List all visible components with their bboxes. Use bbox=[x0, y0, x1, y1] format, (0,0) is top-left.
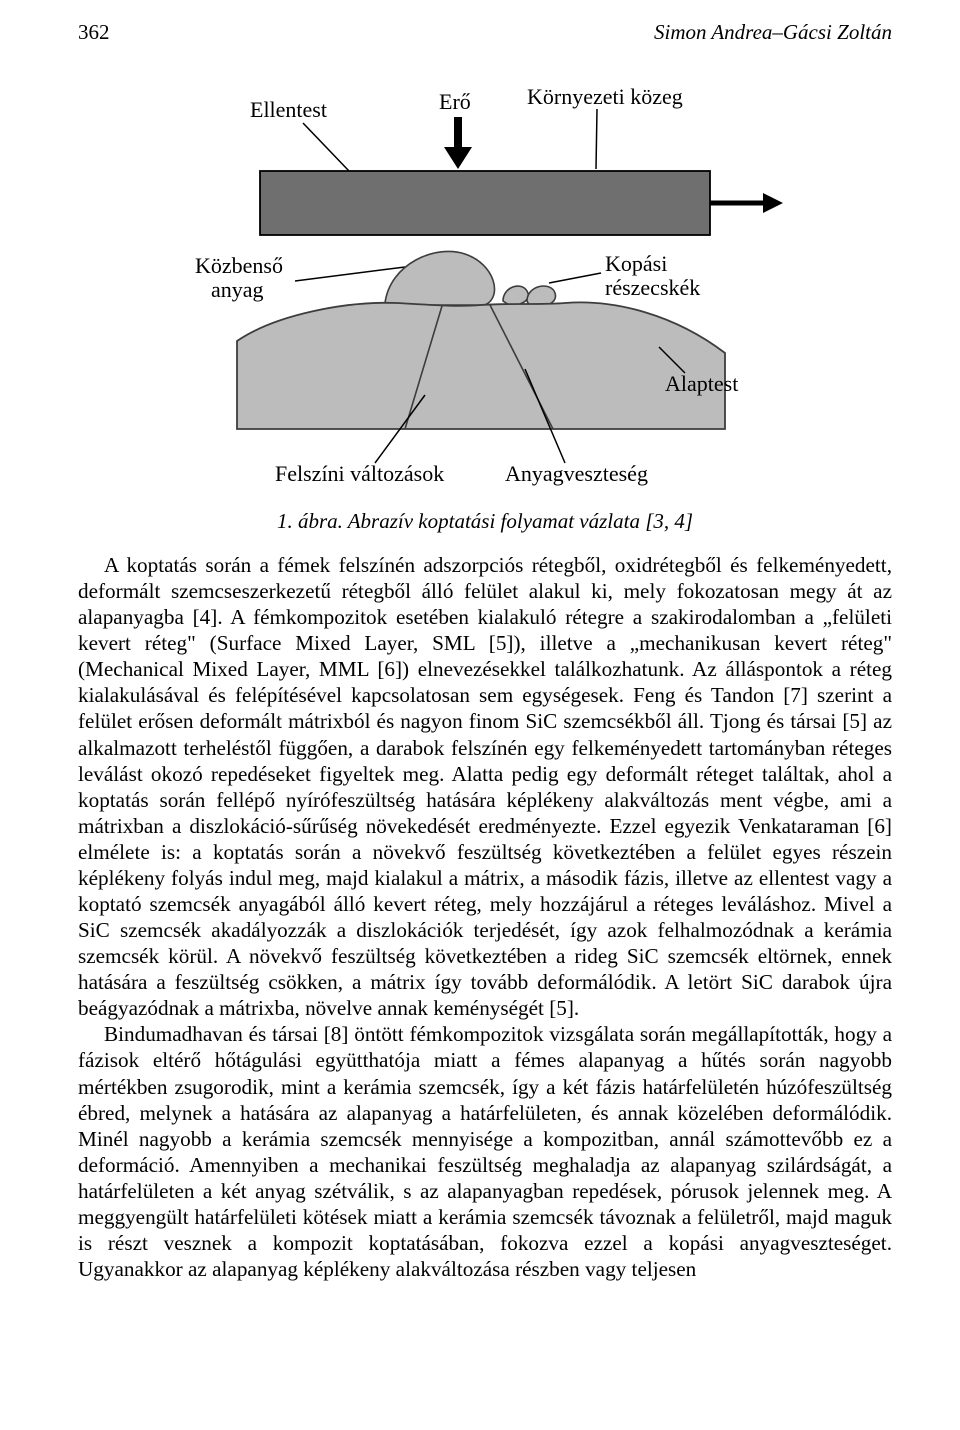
force-arrow bbox=[444, 117, 472, 169]
debris-1 bbox=[503, 286, 528, 305]
leader-kornyezeti bbox=[596, 109, 597, 169]
figure-wrap: Ellentest Erő Környezeti közeg Közbenső … bbox=[78, 69, 892, 499]
paragraph-1: A koptatás során a fémek felszínén adszo… bbox=[78, 552, 892, 1021]
motion-arrow bbox=[710, 193, 783, 213]
alaptest-shape bbox=[237, 302, 725, 429]
page-number: 362 bbox=[78, 20, 110, 45]
label-alaptest: Alaptest bbox=[665, 371, 738, 396]
label-ellentest: Ellentest bbox=[250, 97, 327, 122]
label-ero: Erő bbox=[439, 89, 471, 114]
label-kopasi-l2: részecskék bbox=[605, 275, 700, 300]
paragraph-2: Bindumadhavan és társai [8] öntött fémko… bbox=[78, 1021, 892, 1282]
author-name: Simon Andrea–Gácsi Zoltán bbox=[654, 20, 892, 45]
label-kopasi-l1: Kopási bbox=[605, 251, 667, 276]
label-kornyezeti-kozeg: Környezeti közeg bbox=[527, 84, 683, 109]
ellentest-block bbox=[260, 171, 710, 235]
leader-kopasi bbox=[549, 273, 601, 283]
label-anyagveszteseg: Anyagveszteség bbox=[505, 461, 648, 486]
wear-diagram: Ellentest Erő Környezeti közeg Közbenső … bbox=[165, 69, 805, 499]
leader-kozbenso bbox=[295, 267, 405, 281]
label-kozbenso-l2: anyag bbox=[211, 277, 264, 302]
figure-caption: 1. ábra. Abrazív koptatási folyamat vázl… bbox=[78, 509, 892, 534]
page-header: 362 Simon Andrea–Gácsi Zoltán bbox=[78, 20, 892, 45]
label-kozbenso-l1: Közbenső bbox=[195, 253, 283, 278]
leader-ellentest bbox=[303, 123, 349, 171]
label-felszini: Felszíni változások bbox=[275, 461, 444, 486]
body-text: A koptatás során a fémek felszínén adszo… bbox=[78, 552, 892, 1282]
intermediate-bump bbox=[385, 251, 495, 305]
page-container: 362 Simon Andrea–Gácsi Zoltán Ellentest … bbox=[0, 0, 960, 1430]
